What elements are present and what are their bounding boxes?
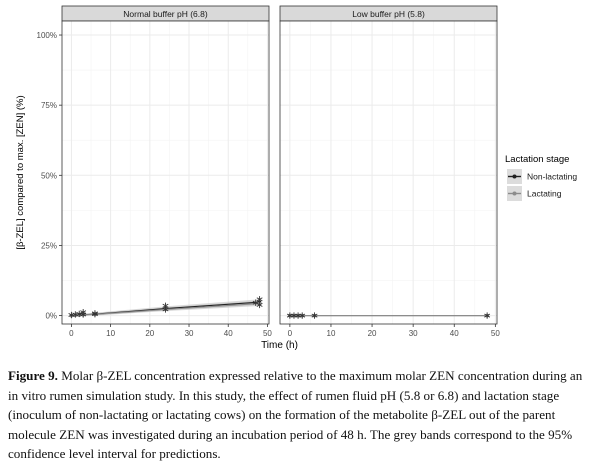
plot-background [62,21,269,324]
legend-entry-label: Lactating [527,189,562,199]
y-tick-label: 100% [37,31,57,40]
x-tick-label: 10 [106,329,115,338]
x-tick-label: 50 [263,329,272,338]
figure-caption: Figure 9. Molar β-ZEL concentration expr… [8,366,592,464]
facet-title: Normal buffer pH (6.8) [123,9,208,19]
facet-title: Low buffer pH (5.8) [352,9,425,19]
x-tick-label: 40 [450,329,459,338]
legend: Lactation stage Non-lactating Lactating [505,154,577,201]
x-tick-label: 30 [409,329,418,338]
x-tick-label: 30 [185,329,194,338]
facet-panel-1: Normal buffer pH (6.8) 0 10 20 30 40 50 0% 25% 50… [37,6,273,338]
x-tick-label: 40 [224,329,233,338]
y-tick-label: 75% [41,101,57,110]
x-tick-label: 20 [368,329,377,338]
faceted-line-chart: Normal buffer pH (6.8) 0 10 20 30 40 50 0% 25% 50… [0,0,600,362]
caption-label: Figure 9. [8,368,58,383]
y-tick-label: 0% [45,312,57,321]
x-tick-label: 50 [491,329,500,338]
x-tick-label: 0 [288,329,293,338]
facet-panel-2: Low buffer pH (5.8) 0 10 20 30 40 50 [280,6,500,338]
x-tick-label: 10 [327,329,336,338]
legend-key-point [513,192,517,196]
y-axis-title: [β-ZEL] compared to max. [ZEN] (%) [15,95,26,249]
plot-background [280,21,497,324]
x-tick-label: 0 [69,329,74,338]
x-axis-title: Time (h) [261,340,298,351]
caption-text: Molar β-ZEL concentration expressed rela… [8,368,582,461]
legend-title: Lactation stage [505,154,569,165]
y-tick-label: 25% [41,241,57,250]
x-tick-label: 20 [145,329,154,338]
y-tick-label: 50% [41,171,57,180]
legend-entry-label: Non-lactating [527,172,577,182]
legend-key-point [513,175,517,179]
